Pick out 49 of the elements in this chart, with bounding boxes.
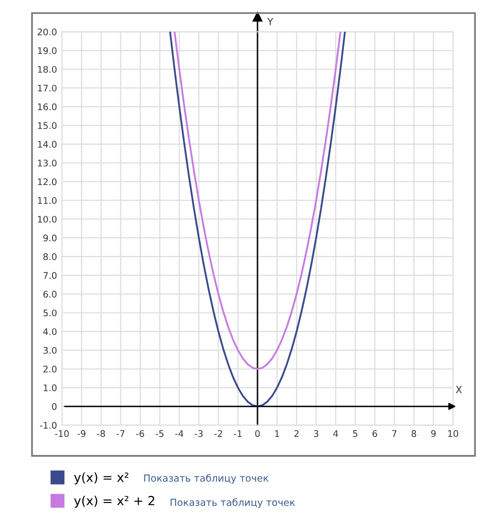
x-tick-label: -3	[194, 430, 203, 437]
x-tick-label: 7	[392, 430, 396, 437]
text: Показать таблицу точек	[144, 474, 268, 484]
x-tick-label: 2	[294, 430, 299, 437]
y-tick-label: 20.0	[38, 28, 57, 36]
x-tick-label: -4	[175, 430, 184, 437]
y-tick-label: 8.0	[43, 253, 57, 260]
y-axis-title: Y	[267, 18, 274, 26]
x-tick-label: 1	[275, 430, 280, 437]
x-tick-label: 0	[255, 430, 260, 437]
y-tick-label: 12.0	[38, 178, 57, 186]
y-tick-label: 10.0	[38, 216, 57, 223]
y-tick-label: 13.0	[38, 160, 57, 166]
y-tick-label: 4.0	[43, 328, 57, 336]
x-tick-label: -9	[77, 430, 86, 437]
y-tick-label: 18.0	[38, 66, 57, 73]
y-tick-label: 17.0	[38, 84, 57, 92]
legend-label: y(x) = x² + 2	[74, 496, 154, 508]
y-tick-label: 16.0	[38, 103, 57, 110]
x-tick-label: 4	[333, 430, 338, 437]
y-tick-label: 11.0	[38, 197, 57, 204]
legend-label: y(x) = x²	[74, 472, 128, 484]
y-tick-label: 7.0	[44, 272, 57, 279]
y-tick-label: 1.0	[44, 384, 57, 392]
y-tick-label: 2.0	[43, 366, 57, 372]
x-tick-label: -6	[136, 430, 144, 437]
x-tick-label: -1	[234, 430, 242, 437]
x-tick-label: -7	[116, 430, 124, 437]
x-tick-label: -10	[55, 430, 69, 437]
x-tick-label: 6	[372, 430, 378, 437]
x-tick-label: -8	[97, 430, 105, 437]
x-tick-label: 9	[431, 430, 436, 437]
y-tick-label: -1.0	[40, 422, 57, 429]
x-axis-title: X	[456, 386, 462, 394]
y-tick-label: 6.0	[43, 290, 57, 298]
x-tick-label: 8	[412, 430, 416, 437]
y-tick-label: 5.0	[43, 309, 57, 316]
y-tick-label: 3.0	[43, 346, 57, 354]
y-tick-label: 15.0	[38, 122, 57, 129]
text: Показать таблицу точек	[170, 498, 295, 508]
y-tick-label: 19.0	[38, 47, 57, 54]
x-tick-label: 10	[448, 430, 458, 437]
x-tick-label: -2	[214, 430, 222, 437]
x-tick-label: 3	[314, 430, 318, 437]
x-tick-label: -5	[156, 430, 164, 437]
x-tick-label: 5	[353, 430, 358, 437]
y-tick-label: 14.0	[38, 140, 57, 148]
y-tick-label: 0	[52, 403, 57, 410]
y-tick-label: 9.0	[43, 234, 57, 242]
